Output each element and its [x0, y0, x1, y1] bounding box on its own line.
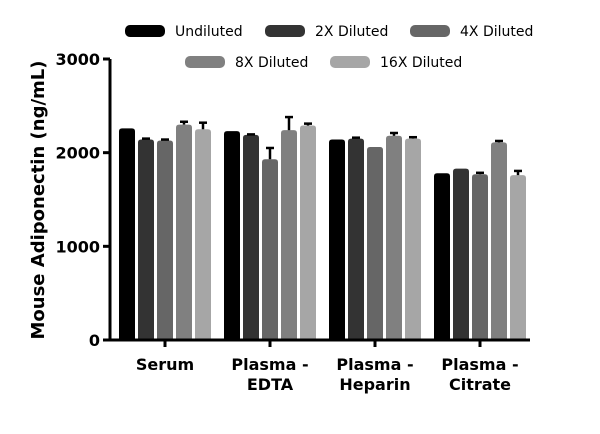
bar — [243, 134, 259, 340]
bar — [157, 140, 173, 340]
legend-swatch — [410, 25, 450, 37]
bar — [386, 135, 402, 340]
bar — [453, 168, 469, 340]
legend-swatch — [185, 56, 225, 68]
y-tick-label: 2000 — [55, 144, 100, 163]
bar — [491, 142, 507, 340]
bar — [348, 138, 364, 340]
bar — [329, 139, 345, 340]
bar — [472, 174, 488, 340]
bar — [176, 124, 192, 340]
x-tick-label: Citrate — [449, 375, 511, 394]
bar — [195, 129, 211, 340]
y-axis-label: Mouse Adiponectin (ng/mL) — [28, 60, 49, 339]
bar — [224, 131, 240, 340]
x-tick-label: Plasma - — [441, 355, 518, 374]
bar — [138, 139, 154, 340]
legend-label: Undiluted — [175, 24, 243, 40]
x-tick-label: Heparin — [339, 375, 410, 394]
x-tick-label: Serum — [136, 355, 194, 374]
bar — [405, 138, 421, 340]
legend-swatch — [265, 25, 305, 37]
bars — [119, 115, 526, 341]
bar — [300, 125, 316, 341]
x-tick-label: EDTA — [247, 375, 294, 394]
legend-label: 8X Diluted — [235, 55, 308, 71]
legend-label: 2X Diluted — [315, 24, 388, 40]
legend: Undiluted 2X Diluted 4X Diluted 8X Diluted 1… — [125, 24, 533, 71]
legend-label: 4X Diluted — [460, 24, 533, 40]
y-tick-label: 1000 — [55, 237, 100, 256]
bar — [367, 147, 383, 340]
x-tick-label: Plasma - — [336, 355, 413, 374]
y-tick-label: 0 — [89, 331, 100, 350]
bar — [510, 175, 526, 340]
bar — [119, 128, 135, 340]
legend-swatch — [125, 25, 165, 37]
legend-label: 16X Diluted — [380, 55, 462, 71]
bar — [262, 159, 278, 340]
bar — [434, 173, 450, 340]
y-tick-label: 3000 — [55, 50, 100, 69]
legend-swatch — [330, 56, 370, 68]
bar — [281, 130, 297, 340]
x-tick-label: Plasma - — [231, 355, 308, 374]
